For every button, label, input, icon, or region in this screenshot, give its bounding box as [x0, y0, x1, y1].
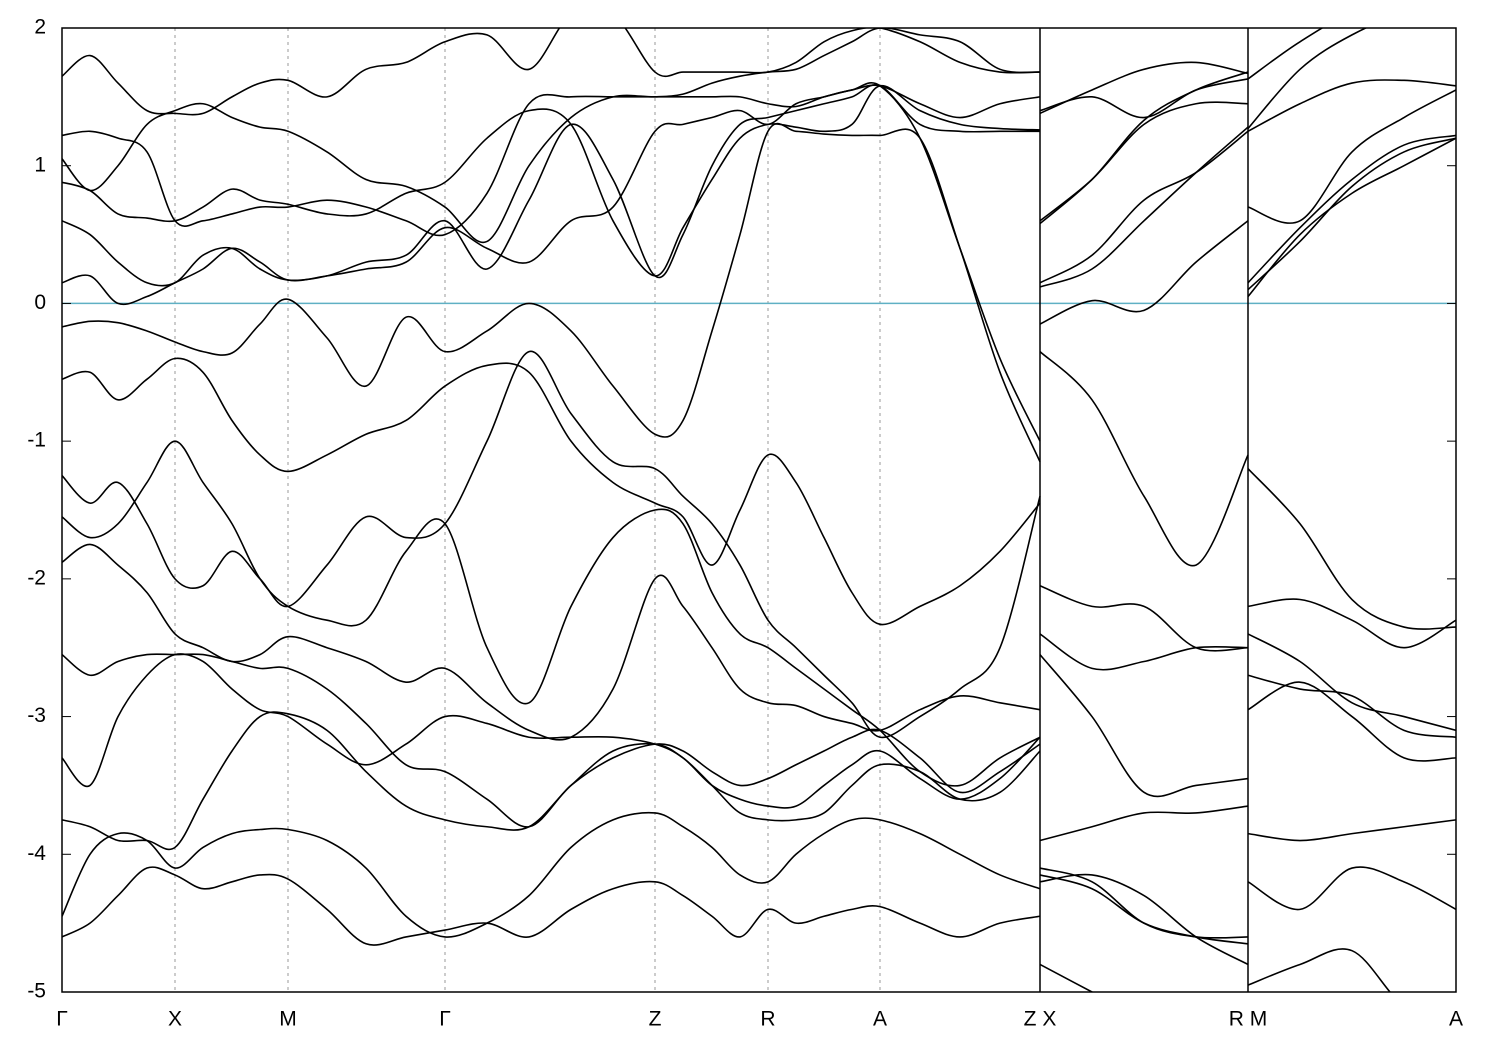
y-tick-label: 2: [34, 16, 46, 39]
x-tick-label: R M: [1229, 1008, 1268, 1031]
y-tick-label: 0: [34, 291, 46, 314]
y-tick-label: 1: [34, 153, 46, 176]
band-line: [62, 351, 1456, 630]
plot-frame: [61, 27, 1457, 993]
band-line: [62, 350, 1456, 739]
y-tick-label: -2: [27, 566, 46, 589]
x-tick-label: M: [279, 1008, 297, 1031]
x-tick-label: R: [760, 1008, 775, 1031]
band-line: [62, 84, 1456, 291]
y-tick-label: -4: [27, 842, 46, 865]
x-tick-label: Z: [649, 1008, 662, 1031]
band-line: [62, 122, 1456, 463]
x-tick-label: Γ: [439, 1008, 451, 1031]
band-line: [62, 440, 1456, 787]
x-tick-label: A: [1449, 1008, 1463, 1031]
band-line: [62, 653, 1456, 842]
x-tick-label: A: [873, 1008, 887, 1031]
y-tick-label: -5: [27, 980, 46, 1003]
x-tick-label: Γ: [56, 1008, 68, 1031]
bands: [62, 28, 1456, 992]
band-line: [62, 866, 1094, 992]
x-tick-label: X: [168, 1008, 182, 1031]
band-line: [62, 811, 1392, 992]
band-line: [62, 711, 1456, 945]
band-line: [62, 28, 1368, 237]
band-line: [62, 28, 1324, 116]
y-tick-label: -3: [27, 704, 46, 727]
y-tick-label: -1: [27, 429, 46, 452]
band-line: [62, 28, 1456, 244]
x-tick-label: Z X: [1024, 1008, 1057, 1031]
